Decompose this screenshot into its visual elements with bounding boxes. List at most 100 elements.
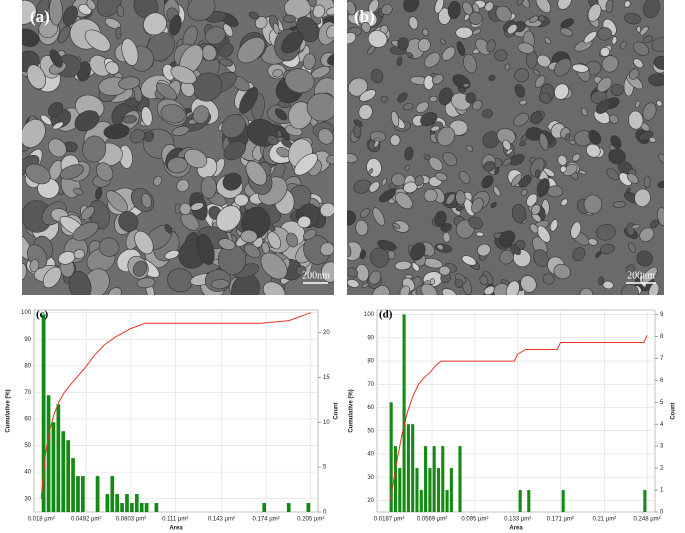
grain	[107, 287, 122, 295]
grain	[560, 18, 574, 29]
grain	[122, 115, 137, 124]
grain	[306, 92, 334, 122]
grain	[535, 0, 551, 13]
grain	[494, 49, 508, 62]
grain	[240, 229, 258, 243]
grain	[105, 61, 120, 75]
grain	[438, 265, 451, 276]
grain	[611, 36, 618, 45]
grain	[355, 219, 369, 236]
grain	[441, 46, 456, 61]
grain	[244, 243, 261, 259]
grain	[52, 121, 64, 130]
grain	[455, 26, 473, 39]
histogram-bar	[458, 446, 462, 512]
grain	[493, 283, 509, 295]
grain	[391, 173, 406, 187]
grain	[484, 1, 494, 12]
x-tick-label: 0.133 µm²	[504, 517, 531, 523]
grain	[179, 202, 192, 216]
grain	[530, 111, 543, 125]
grain	[167, 156, 188, 174]
grain	[554, 83, 569, 100]
y-tick-label: 60	[24, 417, 31, 423]
grain	[169, 14, 182, 36]
grain	[465, 92, 476, 104]
grain	[286, 232, 298, 248]
x-axis-label: Area	[509, 526, 523, 532]
grain	[381, 177, 387, 186]
grain	[430, 125, 440, 132]
grain	[587, 238, 598, 246]
y-axis-label: Cumulative (%)	[349, 389, 355, 432]
histogram-bar	[115, 494, 120, 512]
grain	[326, 6, 334, 16]
histogram-bar	[154, 503, 159, 512]
grain	[559, 27, 573, 37]
grain	[648, 282, 660, 295]
grain	[626, 173, 639, 184]
grain	[479, 275, 489, 286]
panel-label: (c)	[36, 309, 49, 321]
grain	[417, 38, 431, 52]
grain	[49, 0, 63, 26]
grain	[658, 153, 664, 164]
grain	[628, 242, 637, 253]
y-tick-label: 70	[24, 390, 31, 396]
grain	[367, 168, 374, 175]
grain	[517, 42, 535, 54]
grain	[164, 224, 173, 234]
grain	[651, 37, 664, 53]
grain	[402, 103, 414, 111]
y-tick-label: 80	[367, 359, 374, 365]
x-tick-label: 0.0187 µm²	[374, 517, 404, 523]
grain	[103, 123, 130, 140]
grain	[595, 100, 610, 114]
histogram-bar	[643, 490, 647, 512]
y2-tick-label: 1	[660, 488, 664, 494]
grain	[455, 190, 466, 206]
histogram-bar	[41, 314, 46, 512]
grain	[395, 192, 413, 210]
grain	[483, 161, 496, 172]
grain	[465, 145, 474, 152]
grain	[606, 168, 620, 181]
grain	[442, 151, 457, 167]
grain	[447, 0, 461, 19]
grain	[219, 42, 234, 58]
grain	[302, 53, 316, 70]
grain	[488, 74, 496, 81]
grain	[557, 0, 573, 10]
grain	[266, 135, 279, 146]
grain	[475, 231, 485, 237]
grain	[196, 233, 215, 265]
grain	[581, 107, 588, 116]
grain	[361, 282, 369, 288]
grain	[390, 111, 400, 127]
y2-axis-label: Count	[334, 402, 340, 419]
histogram-bar	[71, 458, 75, 512]
histogram-bar	[125, 494, 129, 512]
grain	[22, 118, 46, 148]
histogram-bar	[105, 494, 110, 512]
grain	[26, 64, 46, 90]
grain	[121, 38, 139, 66]
grain	[368, 181, 380, 193]
grain	[377, 239, 397, 251]
grain	[456, 41, 466, 56]
grain	[237, 37, 266, 64]
grain	[106, 190, 128, 213]
grain	[368, 270, 382, 285]
grain	[553, 263, 571, 280]
grain	[529, 223, 539, 234]
grain	[272, 22, 280, 34]
histogram-bar	[76, 476, 80, 512]
grain	[624, 13, 642, 25]
histogram-bar	[51, 422, 56, 512]
grain	[86, 0, 96, 11]
x-tick-label: 0.0492 µm²	[71, 517, 101, 523]
grain	[407, 52, 414, 59]
grain	[461, 255, 477, 266]
x-tick-label: 0.0803 µm²	[116, 517, 146, 523]
